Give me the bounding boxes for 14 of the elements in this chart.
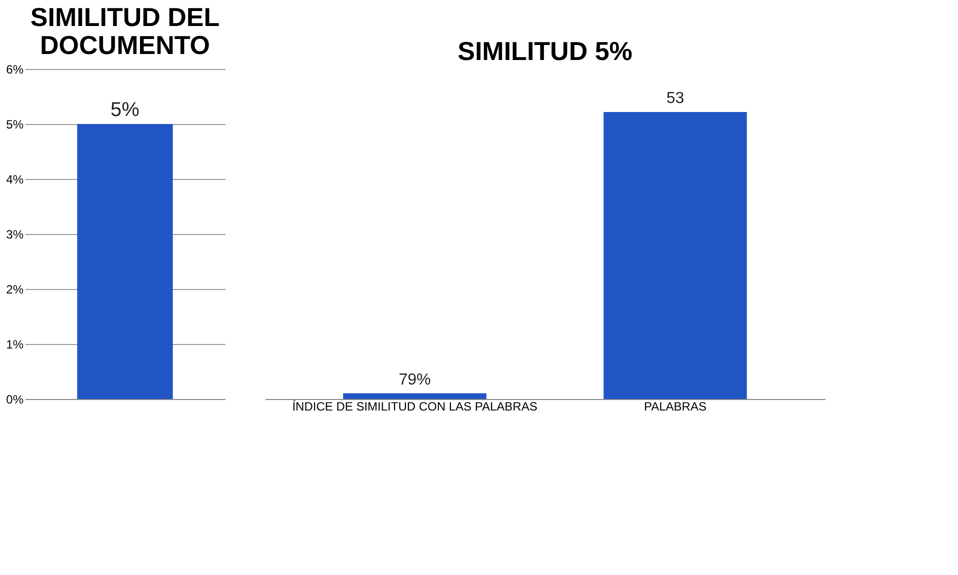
x-tick-label: ÍNDICE DE SIMILITUD CON LAS PALABRAS [292,400,538,414]
y-tick-label: 2% [6,282,24,296]
chart-title: SIMILITUD DEL DOCUMENTO [30,2,220,60]
y-tick-label: 4% [6,172,24,186]
y-tick-label: 1% [6,338,24,352]
annotation: 53 [666,90,684,108]
y-tick-label: 5% [6,118,24,132]
chart-title: SIMILITUD 5% [458,36,632,66]
x-tick-label: PALABRAS [644,400,706,414]
y-tick-label: 0% [6,392,24,406]
y-tick-label: 3% [6,228,24,242]
y-tick-label: 6% [6,62,24,76]
annotation: 79% [398,371,431,388]
data-label: 5% [110,99,140,121]
